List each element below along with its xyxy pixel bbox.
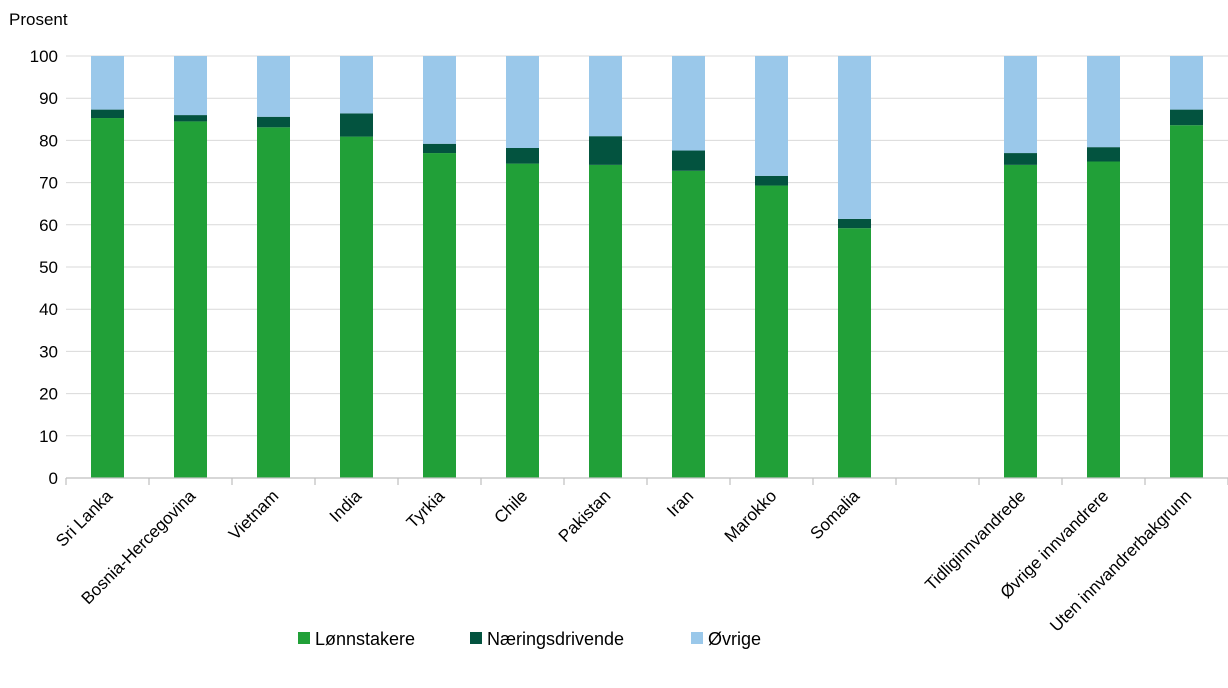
bar-segment — [672, 170, 705, 478]
x-tick-label: Sri Lanka — [52, 486, 117, 551]
legend-label: Øvrige — [708, 629, 761, 649]
bar-segment — [1087, 56, 1120, 148]
bar-segment — [838, 218, 871, 229]
bar-segment — [506, 163, 539, 479]
bar-segment — [174, 56, 207, 116]
bar-segment — [506, 147, 539, 164]
y-axis-label: Prosent — [9, 10, 68, 29]
x-tick-label: Chile — [490, 486, 531, 527]
x-tick-label: Tyrkia — [403, 486, 449, 532]
y-tick-label: 100 — [30, 47, 58, 66]
bar-segment — [1004, 153, 1037, 165]
x-tick-label: Vietnam — [225, 486, 282, 543]
legend-label: Næringsdrivende — [487, 629, 624, 649]
bar-segment — [672, 56, 705, 151]
bar-segment — [672, 150, 705, 171]
bar-segment — [1004, 56, 1037, 154]
bar-segment — [1004, 164, 1037, 478]
bar-segment — [755, 185, 788, 478]
y-tick-label: 60 — [39, 216, 58, 235]
y-tick-label: 40 — [39, 300, 58, 319]
y-tick-label: 30 — [39, 342, 58, 361]
bar-segment — [1170, 125, 1203, 478]
y-tick-label: 80 — [39, 131, 58, 150]
x-tick-label: Uten innvandrerbakgrunn — [1046, 486, 1195, 635]
y-tick-label: 50 — [39, 258, 58, 277]
y-tick-label: 0 — [49, 469, 58, 488]
bar-segment — [257, 116, 290, 128]
bar-segment — [257, 127, 290, 479]
bar-segment — [1170, 109, 1203, 126]
bar-segment — [1170, 56, 1203, 110]
bar-segment — [423, 143, 456, 154]
bar-segment — [91, 118, 124, 478]
y-axis-ticks: 0 10 20 30 40 50 60 70 80 90 100 — [30, 47, 58, 488]
bar-segment — [174, 121, 207, 478]
y-tick-label: 10 — [39, 427, 58, 446]
bar-segment — [506, 56, 539, 148]
bar-segment — [589, 136, 622, 165]
bar-segment — [91, 56, 124, 110]
bar-segment — [340, 136, 373, 479]
bar-segment — [838, 56, 871, 219]
x-tick-label: Marokko — [721, 486, 781, 546]
legend-label: Lønnstakere — [315, 629, 415, 649]
gridlines — [66, 55, 1228, 437]
bar-segment — [423, 56, 456, 144]
legend-swatch — [470, 632, 482, 644]
bar-segment — [838, 228, 871, 478]
x-tick-label: Iran — [663, 486, 697, 520]
bar-segment — [1087, 147, 1120, 162]
bar-segment — [755, 56, 788, 176]
legend-swatch — [298, 632, 310, 644]
legend: Lønnstakere Næringsdrivende Øvrige — [298, 629, 761, 649]
legend-swatch — [691, 632, 703, 644]
bar-segment — [340, 56, 373, 114]
bar-segment — [91, 109, 124, 119]
y-tick-label: 20 — [39, 385, 58, 404]
x-tick-label: Pakistan — [555, 486, 615, 546]
bar-segment — [1087, 161, 1120, 478]
x-tick-label: Somalia — [806, 486, 863, 543]
bar-segment — [589, 164, 622, 478]
x-axis — [65, 477, 1228, 485]
x-tick-label: India — [326, 486, 366, 526]
bars — [91, 56, 1203, 479]
bar-segment — [755, 175, 788, 186]
y-tick-label: 70 — [39, 174, 58, 193]
y-tick-label: 90 — [39, 89, 58, 108]
bar-segment — [340, 113, 373, 137]
bar-segment — [589, 56, 622, 137]
bar-segment — [423, 153, 456, 478]
bar-segment — [174, 115, 207, 122]
bar-segment — [257, 56, 290, 117]
